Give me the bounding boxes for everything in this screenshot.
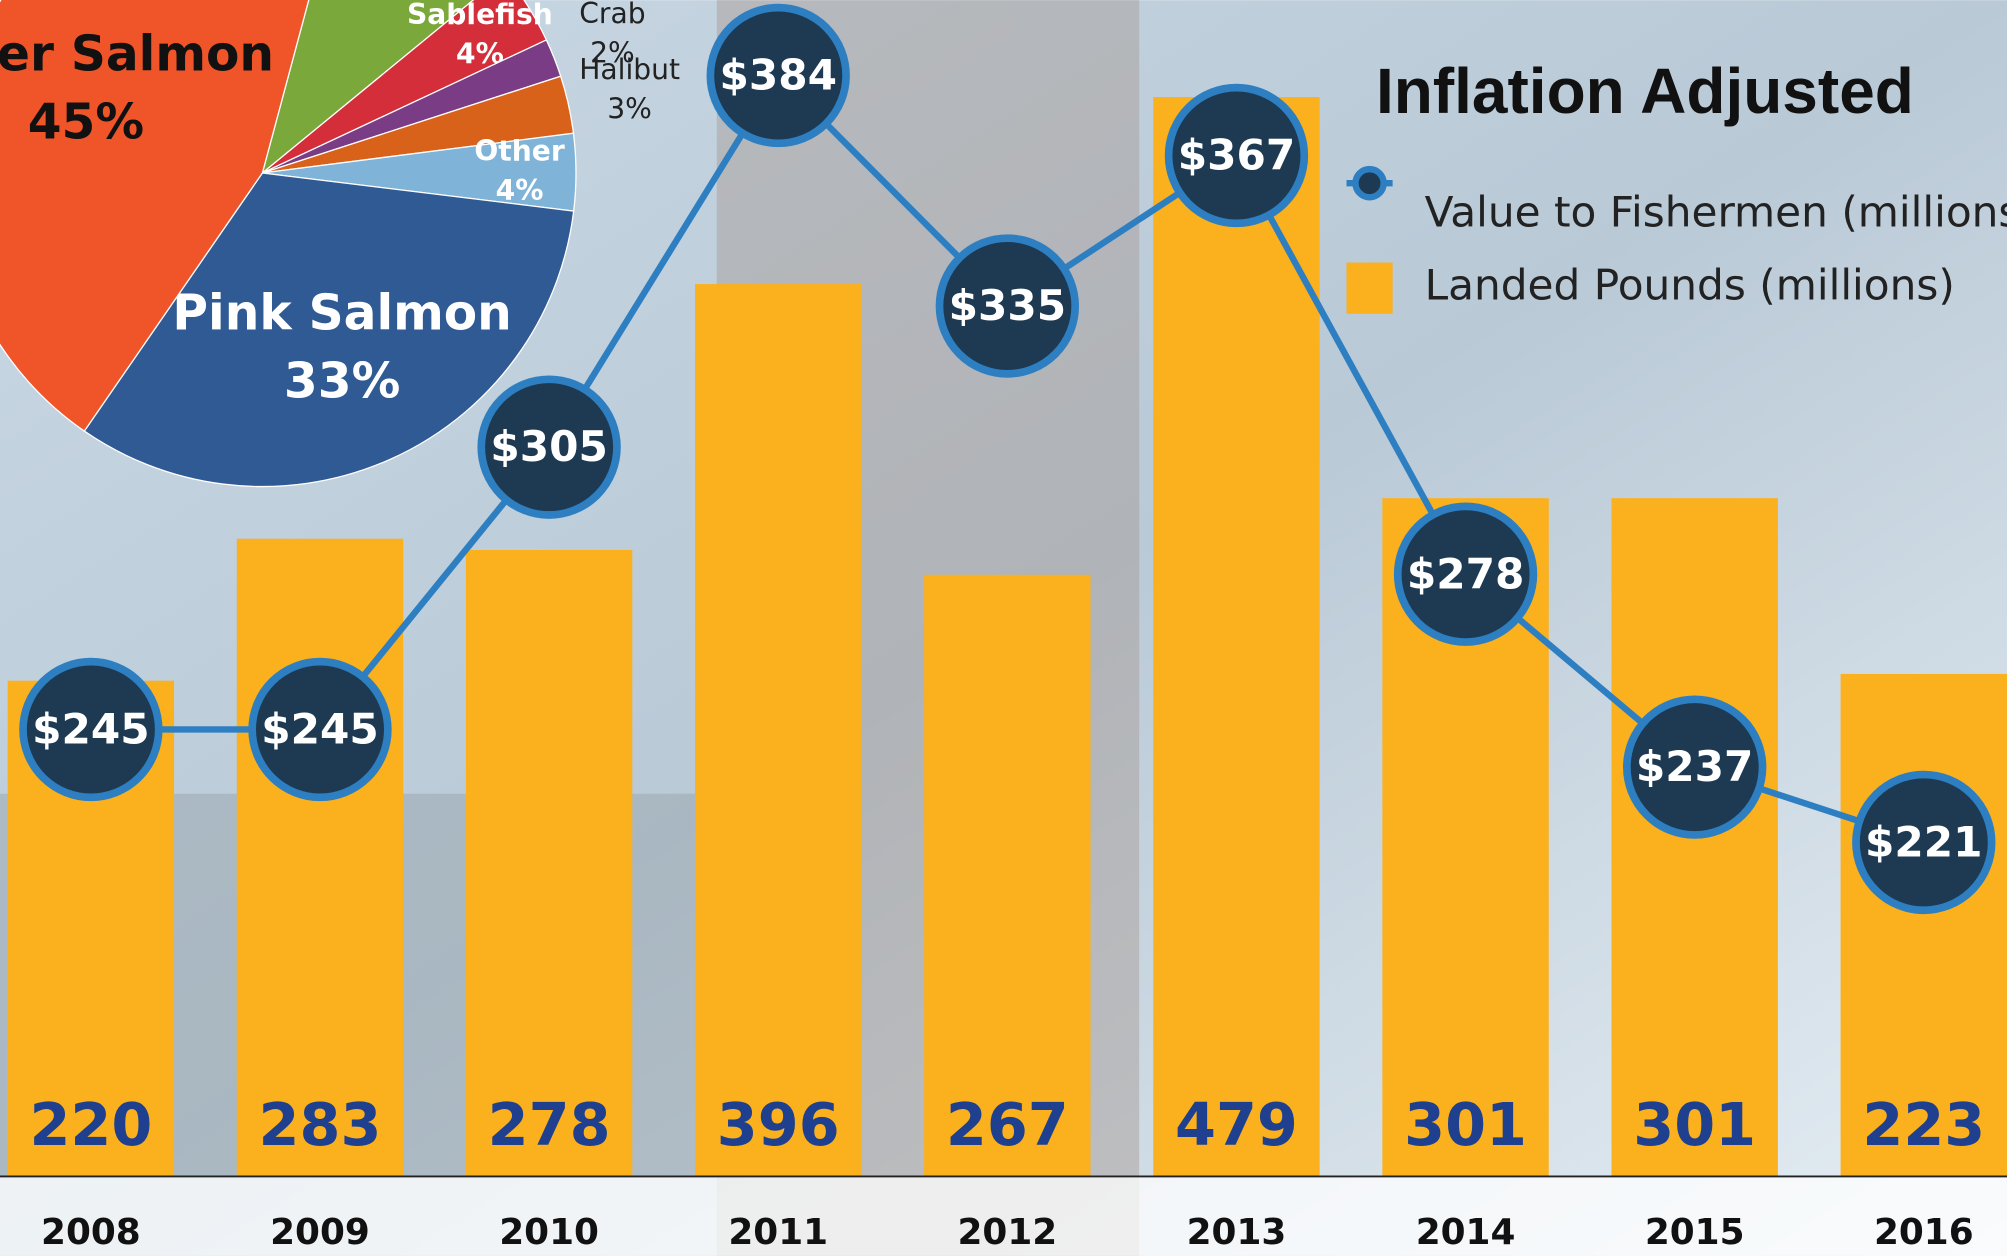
pie-value-label: 45%: [28, 94, 144, 150]
bar: [237, 539, 403, 1177]
bar-value-label: 479: [1175, 1090, 1298, 1159]
legend-label: Value to Fishermen (millions: [1425, 188, 2007, 237]
bar: [695, 284, 861, 1176]
bar: [466, 550, 632, 1176]
bar: [924, 575, 1090, 1177]
legend-label: Landed Pounds (millions): [1425, 261, 1955, 310]
value-label: $221: [1865, 817, 1983, 866]
x-tick-label: 2016: [1874, 1212, 1974, 1253]
pie-label: Halibut: [579, 53, 680, 86]
value-label: $245: [261, 705, 379, 754]
bar-value-label: 396: [717, 1090, 840, 1159]
value-label: $305: [490, 422, 608, 471]
x-tick-label: 2013: [1187, 1212, 1287, 1253]
bar-value-label: 220: [29, 1090, 152, 1159]
legend-marker-swatch: [1355, 169, 1383, 197]
pie-label: Sablefish: [407, 0, 553, 31]
bar-value-label: 301: [1633, 1090, 1756, 1159]
pie-label: Pink Salmon: [172, 285, 511, 341]
x-tick-label: 2009: [270, 1212, 370, 1253]
pie-value-label: 33%: [284, 353, 400, 409]
page: {"chart_data": [ {"type": "bar", "title"…: [0, 0, 2007, 1256]
value-label: $384: [719, 51, 837, 100]
x-tick-label: 2010: [499, 1212, 599, 1253]
value-label: $335: [949, 281, 1067, 330]
value-label: $367: [1178, 131, 1296, 180]
pie-label: Crab: [579, 0, 645, 30]
x-tick-label: 2012: [957, 1212, 1057, 1253]
bar-value-label: 301: [1404, 1090, 1527, 1159]
bar-value-label: 223: [1862, 1090, 1985, 1159]
pie-value-label: 3%: [607, 92, 652, 125]
chart: Herring10%Sablefish4%Crab2%Halibut3%Othe…: [0, 0, 2007, 1256]
pie-label: Other Salmon: [0, 26, 274, 82]
legend-bar-swatch: [1347, 263, 1393, 314]
pie-label: Other: [474, 135, 564, 168]
value-label: $245: [32, 705, 150, 754]
x-tick-label: 2014: [1416, 1212, 1516, 1253]
bar-value-label: 283: [259, 1090, 382, 1159]
x-tick-label: 2008: [41, 1212, 141, 1253]
value-label: $278: [1407, 549, 1525, 598]
x-tick-label: 2011: [728, 1212, 828, 1253]
value-label: $237: [1636, 742, 1754, 791]
x-tick-label: 2015: [1645, 1212, 1745, 1253]
chart-title: Inflation Adjusted: [1376, 55, 1914, 127]
bar-value-label: 278: [488, 1090, 611, 1159]
bar-value-label: 267: [946, 1090, 1069, 1159]
